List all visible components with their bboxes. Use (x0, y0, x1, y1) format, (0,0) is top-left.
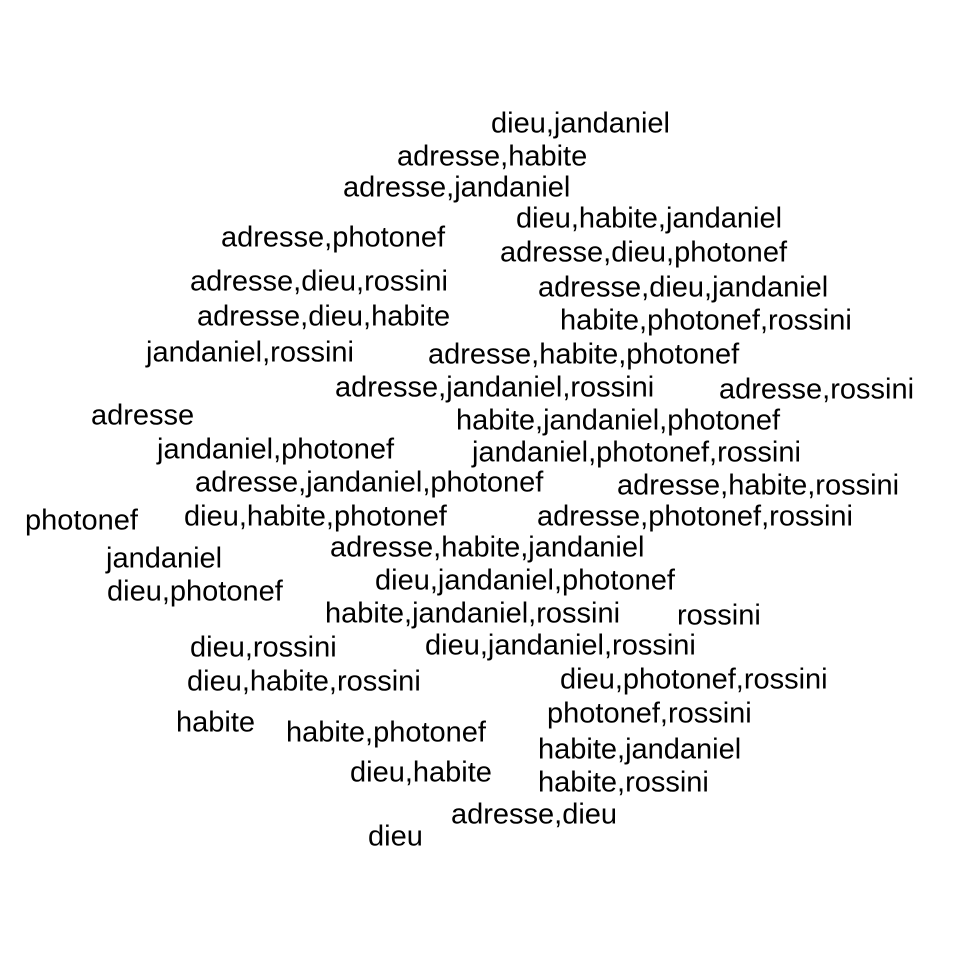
word-dieu-jandaniel: dieu,jandaniel (491, 107, 670, 140)
word-dieu-habite-jandaniel: dieu,habite,jandaniel (516, 202, 783, 235)
word-dieu-jandaniel-rossini: dieu,jandaniel,rossini (425, 629, 696, 662)
word-photonef: photonef (25, 504, 138, 537)
word-habite-photonef-rossini: habite,photonef,rossini (560, 304, 852, 337)
word-habite-jandaniel-photonef: habite,jandaniel,photonef (456, 404, 781, 437)
word-adresse-rossini: adresse,rossini (719, 373, 915, 406)
word-jandaniel-photonef-rossini: jandaniel,photonef,rossini (472, 436, 801, 469)
word-dieu-jandaniel-photonef: dieu,jandaniel,photonef (375, 564, 675, 597)
word-dieu-habite-rossini: dieu,habite,rossini (187, 665, 421, 698)
word-rossini: rossini (677, 599, 761, 632)
word-dieu: dieu (368, 820, 423, 853)
word-adresse: adresse (91, 399, 195, 432)
word-adresse-photonef-rossini: adresse,photonef,rossini (537, 500, 853, 533)
word-adresse-photonef: adresse,photonef (221, 221, 446, 254)
word-photonef-rossini: photonef,rossini (547, 697, 752, 730)
word-adresse-jandaniel-photonef: adresse,jandaniel,photonef (195, 466, 544, 499)
word-dieu-habite-photonef: dieu,habite,photonef (184, 500, 447, 533)
word-jandaniel-photonef: jandaniel,photonef (157, 433, 395, 466)
word-jandaniel-rossini: jandaniel,rossini (146, 336, 354, 369)
word-dieu-photonef-rossini: dieu,photonef,rossini (560, 663, 828, 696)
word-adresse-jandaniel-rossini: adresse,jandaniel,rossini (335, 371, 655, 404)
word-adresse-habite-photonef: adresse,habite,photonef (428, 338, 740, 371)
word-adresse-dieu: adresse,dieu (451, 798, 618, 831)
word-habite: habite (176, 706, 256, 739)
word-adresse-dieu-jandaniel: adresse,dieu,jandaniel (538, 271, 829, 304)
word-habite-jandaniel-rossini: habite,jandaniel,rossini (325, 597, 621, 630)
word-adresse-dieu-rossini: adresse,dieu,rossini (190, 265, 448, 298)
word-dieu-habite: dieu,habite (350, 756, 492, 789)
word-dieu-rossini: dieu,rossini (190, 631, 337, 664)
word-habite-photonef: habite,photonef (286, 716, 486, 749)
word-adresse-habite-rossini: adresse,habite,rossini (617, 469, 900, 502)
word-adresse-dieu-photonef: adresse,dieu,photonef (500, 236, 787, 269)
word-adresse-jandaniel: adresse,jandaniel (343, 171, 571, 204)
word-habite-jandaniel: habite,jandaniel (538, 733, 742, 766)
word-adresse-dieu-habite: adresse,dieu,habite (197, 300, 451, 333)
word-adresse-habite: adresse,habite (397, 140, 588, 173)
word-habite-rossini: habite,rossini (538, 766, 709, 799)
word-jandaniel: jandaniel (106, 542, 223, 575)
word-dieu-photonef: dieu,photonef (107, 575, 283, 608)
word-adresse-habite-jandaniel: adresse,habite,jandaniel (330, 531, 645, 564)
